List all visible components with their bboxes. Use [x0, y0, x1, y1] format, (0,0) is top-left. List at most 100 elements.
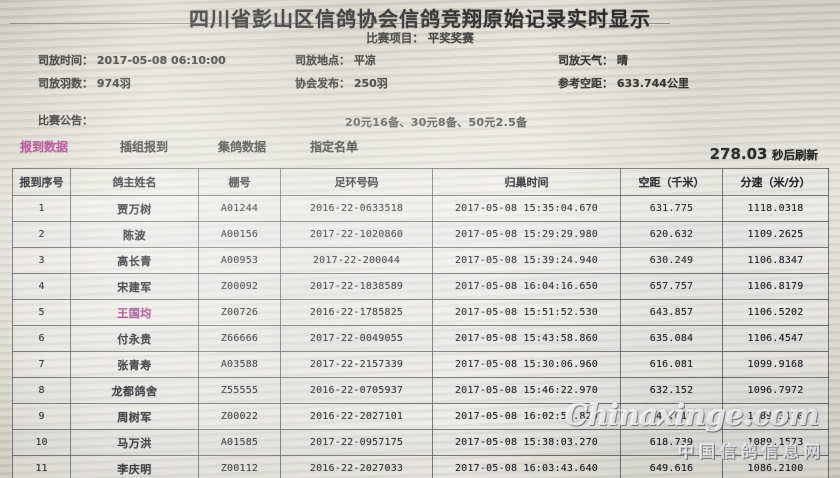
- table-row[interactable]: 6 付永贵 Z66666 2017-22-0049055 2017-05-08 15:4…: [12, 325, 829, 352]
- cell-distance: 632.152: [620, 377, 723, 404]
- table-row[interactable]: 8 龙都鸽舍 Z55555 2016-22-0705937 2017-05-08 15:…: [12, 377, 829, 404]
- column-header-speed[interactable]: 分速（米/分）: [722, 168, 829, 196]
- cell-index: 5: [12, 299, 71, 326]
- cell-owner-name: 李庆明: [70, 455, 199, 478]
- cell-index: 4: [12, 273, 71, 300]
- table-row[interactable]: 4 宋建军 Z00092 2017-22-1838589 2017-05-08 16:0…: [12, 273, 829, 300]
- cell-loft-number: Z00726: [198, 299, 281, 326]
- distance-value: 633.744公里: [616, 77, 689, 90]
- table-body: 1 贾万树 A01244 2016-22-0633518 2017-05-08 15:3…: [12, 195, 829, 478]
- cell-ring-number: 2017-22-0049055: [280, 325, 433, 352]
- cell-arrival-time: 2017-05-08 15:46:22.970: [432, 377, 621, 404]
- cell-loft-number: A03588: [198, 351, 281, 378]
- cell-speed: 1086.2100: [722, 455, 829, 478]
- column-header-distance[interactable]: 空距（千米）: [620, 168, 723, 196]
- cell-loft-number: A00156: [198, 221, 281, 248]
- release-place-value: 平凉: [353, 54, 376, 67]
- cell-ring-number: 2016-22-2027033: [280, 455, 433, 478]
- association-release: 协会发布： 250羽: [295, 75, 388, 91]
- cell-distance: 635.084: [620, 325, 723, 352]
- table-row[interactable]: 7 张青寿 A03588 2017-22-2157339 2017-05-08 15:3…: [12, 351, 829, 378]
- cell-loft-number: Z66666: [198, 325, 281, 352]
- tab-group-arrival[interactable]: 插组报到: [120, 140, 169, 154]
- cell-owner-name: 陈波: [70, 221, 199, 248]
- race-meta: 司放时间： 2017-05-08 06:10:00 司放羽数： 974羽 司放地…: [0, 52, 840, 100]
- cell-ring-number: 2017-22-200044: [280, 247, 433, 274]
- table-header: 报到序号 鸽主姓名 棚号 足环号码 归巢时间 空距（千米） 分速（米/分）: [12, 168, 829, 196]
- cell-index: 8: [12, 377, 71, 404]
- tab-designated-list[interactable]: 指定名单: [310, 140, 359, 154]
- cell-speed: 1096.7972: [722, 377, 829, 404]
- notice-label: 比赛公告：: [38, 114, 93, 127]
- release-place-label: 司放地点：: [295, 54, 350, 67]
- cell-index: 11: [12, 455, 71, 478]
- cell-ring-number: 2017-22-0957175: [280, 429, 433, 456]
- cell-owner-name: 马万洪: [70, 429, 199, 456]
- cell-owner-name: 贾万树: [70, 195, 199, 222]
- column-header-loft[interactable]: 棚号: [198, 168, 281, 196]
- table-row[interactable]: 3 高长青 A00953 2017-22-200044 2017-05-08 15:39…: [12, 247, 829, 274]
- column-header-index[interactable]: 报到序号: [12, 168, 71, 196]
- cell-loft-number: A01585: [198, 429, 281, 456]
- tabs-divider: [10, 23, 670, 24]
- release-time-value: 2017-05-08 06:10:00: [96, 54, 226, 67]
- column-header-arrival-time[interactable]: 归巢时间: [432, 168, 621, 196]
- column-header-ring[interactable]: 足环号码: [280, 168, 433, 196]
- cell-index: 10: [12, 429, 71, 456]
- cell-ring-number: 2016-22-2027101: [280, 403, 433, 430]
- cell-distance: 630.249: [620, 247, 723, 274]
- cell-index: 1: [12, 195, 71, 222]
- cell-speed: 1099.9168: [722, 351, 829, 378]
- weather-value: 晴: [616, 54, 628, 67]
- cell-speed: 1106.4547: [722, 325, 829, 352]
- cell-distance: 618.739: [620, 429, 723, 456]
- weather-label: 司放天气：: [558, 54, 613, 67]
- distance-label: 参考空距：: [558, 77, 613, 90]
- tab-basketing-data[interactable]: 集鸽数据: [218, 140, 267, 154]
- cell-owner-name: 宋建军: [70, 273, 199, 300]
- cell-index: 6: [12, 325, 71, 352]
- release-count-label: 司放羽数：: [38, 77, 93, 90]
- cell-owner-name: 周树军: [70, 403, 199, 430]
- cell-loft-number: Z00112: [198, 455, 281, 478]
- reference-distance: 参考空距： 633.744公里: [558, 75, 689, 91]
- refresh-countdown: 278.03 秒后刷新: [710, 145, 818, 163]
- cell-owner-name: 付永贵: [70, 325, 199, 352]
- cell-ring-number: 2016-22-0705937: [280, 377, 433, 404]
- cell-ring-number: 2017-22-1838589: [280, 273, 433, 300]
- release-count: 司放羽数： 974羽: [38, 75, 131, 91]
- cell-distance: 616.081: [620, 351, 723, 378]
- table-row[interactable]: 11 李庆明 Z00112 2016-22-2027033 2017-05-08 16:…: [12, 455, 829, 478]
- cell-arrival-time: 2017-05-08 15:38:03.270: [432, 429, 621, 456]
- cell-speed: 1089.1573: [722, 429, 829, 456]
- cell-index: 2: [12, 221, 71, 248]
- cell-ring-number: 2016-22-0633518: [280, 195, 433, 222]
- cell-ring-number: 2017-22-2157339: [280, 351, 433, 378]
- cell-loft-number: A00953: [198, 247, 281, 274]
- cell-owner-name: 龙都鸽舍: [70, 377, 199, 404]
- table-row[interactable]: 9 周树军 Z00022 2016-22-2027101 2017-05-08 16:0…: [12, 403, 829, 430]
- cell-arrival-time: 2017-05-08 15:29:29.980: [432, 221, 621, 248]
- column-header-owner[interactable]: 鸽主姓名: [70, 168, 199, 196]
- cell-speed: 1089.3130: [722, 403, 829, 430]
- cell-distance: 657.757: [620, 273, 723, 300]
- tab-bar: 报到数据 插组报到 集鸽数据 指定名单: [0, 138, 840, 164]
- cell-owner-name: 王国均: [70, 299, 199, 326]
- release-place: 司放地点： 平凉: [295, 52, 376, 68]
- cell-speed: 1106.5202: [722, 299, 829, 326]
- cell-speed: 1106.8347: [722, 247, 829, 274]
- cell-speed: 1109.2625: [722, 221, 829, 248]
- table-row[interactable]: 10 马万洪 A01585 2017-22-0957175 2017-05-08 15:…: [12, 429, 829, 456]
- cell-speed: 1106.8179: [722, 273, 829, 300]
- cell-arrival-time: 2017-05-08 15:51:52.530: [432, 299, 621, 326]
- table-row[interactable]: 5 王国均 Z00726 2016-22-1785825 2017-05-08 15:5…: [12, 299, 829, 326]
- tab-arrival-data[interactable]: 报到数据: [20, 140, 69, 154]
- table-row[interactable]: 1 贾万树 A01244 2016-22-0633518 2017-05-08 15:3…: [12, 195, 829, 222]
- refresh-unit: 秒后刷新: [772, 148, 818, 162]
- association-value: 250羽: [353, 77, 388, 90]
- cell-arrival-time: 2017-05-08 16:02:58.820: [432, 403, 621, 430]
- table-row[interactable]: 2 陈波 A00156 2017-22-1020860 2017-05-08 15:29…: [12, 221, 829, 248]
